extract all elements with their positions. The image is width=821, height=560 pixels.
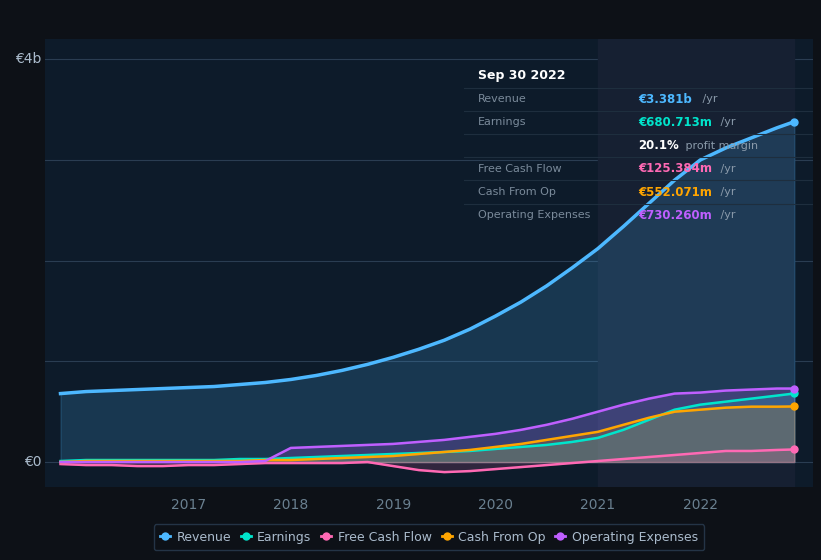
Text: €552.071m: €552.071m (639, 185, 712, 198)
Legend: Revenue, Earnings, Free Cash Flow, Cash From Op, Operating Expenses: Revenue, Earnings, Free Cash Flow, Cash … (154, 524, 704, 550)
Text: /yr: /yr (717, 187, 736, 197)
Text: Sep 30 2022: Sep 30 2022 (478, 69, 566, 82)
Text: €125.384m: €125.384m (639, 162, 713, 175)
Text: Operating Expenses: Operating Expenses (478, 210, 590, 220)
Text: /yr: /yr (717, 118, 736, 128)
Text: Revenue: Revenue (478, 94, 526, 104)
Text: €3.381b: €3.381b (639, 93, 692, 106)
Text: €730.260m: €730.260m (639, 209, 712, 222)
Text: €0: €0 (24, 455, 41, 469)
Bar (598, 39, 795, 487)
Text: /yr: /yr (717, 210, 736, 220)
Text: €4b: €4b (15, 52, 41, 66)
Text: Cash From Op: Cash From Op (478, 187, 556, 197)
Text: /yr: /yr (717, 164, 736, 174)
Text: 20.1%: 20.1% (639, 139, 679, 152)
Text: Earnings: Earnings (478, 118, 526, 128)
Text: /yr: /yr (699, 94, 718, 104)
Text: profit margin: profit margin (682, 141, 758, 151)
Text: €680.713m: €680.713m (639, 116, 712, 129)
Text: Free Cash Flow: Free Cash Flow (478, 164, 562, 174)
